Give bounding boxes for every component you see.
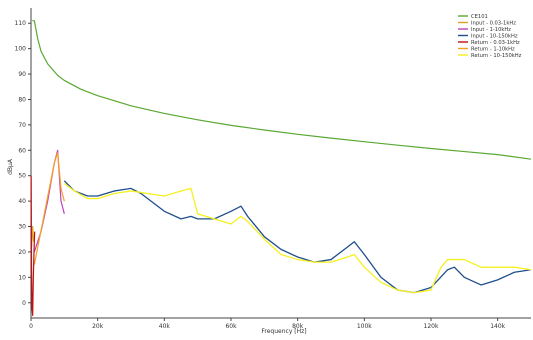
- y-tick-label: 110: [15, 20, 27, 27]
- legend-label: CE101: [471, 14, 488, 20]
- y-tick-label: 40: [18, 198, 26, 205]
- x-tick-label: 100k: [357, 323, 372, 330]
- legend-label: Return - 1-10kHz: [471, 47, 515, 53]
- y-tick-label: 30: [18, 224, 26, 231]
- y-tick-label: 70: [18, 122, 26, 129]
- x-tick-label: 80k: [292, 323, 304, 330]
- y-tick-label: 20: [18, 249, 26, 256]
- y-tick-label: 90: [18, 71, 26, 78]
- y-tick-label: 10: [18, 274, 26, 281]
- x-axis-ticks: 0 20k 40k 60k 80k 100k 120k 140k: [29, 318, 506, 330]
- legend-label: Input - 1-10kHz: [471, 27, 511, 33]
- y-tick-label: 0: [22, 300, 26, 307]
- x-axis-label: Frequency [Hz]: [261, 328, 306, 335]
- series-line-return-1-10khz: [33, 152, 65, 265]
- series-line-return-10-150khz: [63, 182, 532, 294]
- x-tick-label: 0: [29, 323, 33, 330]
- y-axis-ticks: 0 10 20 30 40 50 60 70 80 90 100 110: [15, 20, 31, 307]
- x-tick-label: 120k: [424, 323, 439, 330]
- legend-label: Return - 10-150kHz: [471, 53, 522, 59]
- y-tick-label: 100: [15, 46, 27, 53]
- legend-label: Return - 0.03-1kHz: [471, 40, 520, 46]
- series-line-ce101: [32, 20, 532, 160]
- legend-label: Input - 0.03-1kHz: [471, 21, 516, 27]
- series-lines: [30, 20, 532, 317]
- x-tick-label: 140k: [490, 323, 505, 330]
- x-tick-label: 60k: [225, 323, 237, 330]
- y-tick-label: 60: [18, 147, 26, 154]
- x-tick-label: 20k: [92, 323, 104, 330]
- y-axis-label: dBµA: [7, 158, 14, 175]
- series-line-return-0-03-1khz: [30, 175, 36, 317]
- y-tick-label: 80: [18, 96, 26, 103]
- x-tick-label: 40k: [159, 323, 171, 330]
- y-tick-label: 50: [18, 173, 26, 180]
- legend-label: Input - 10-150kHz: [471, 34, 518, 40]
